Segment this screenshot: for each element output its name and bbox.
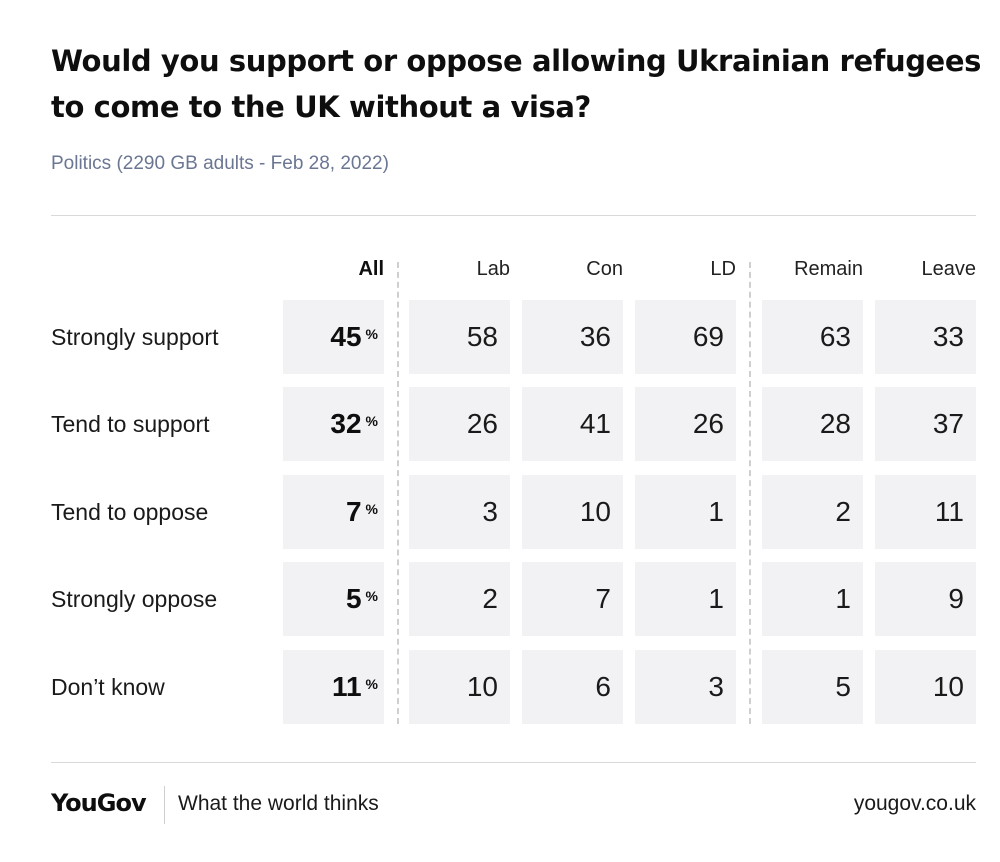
cell-value: 7 bbox=[345, 496, 362, 527]
cell-strongly-support-lab: 58 bbox=[409, 300, 510, 374]
party-brexit-divider bbox=[749, 262, 751, 724]
cell-strongly-oppose-remain: 1 bbox=[762, 562, 863, 636]
cell-strongly-support-all: 45% bbox=[283, 300, 384, 374]
percent-sign: % bbox=[365, 501, 378, 517]
cell-tend-to-oppose-remain: 2 bbox=[762, 475, 863, 549]
cell-don-t-know-leave: 10 bbox=[875, 650, 976, 724]
cell-strongly-oppose-con: 7 bbox=[522, 562, 623, 636]
bottom-divider bbox=[51, 762, 976, 763]
chart-subtitle: Politics (2290 GB adults - Feb 28, 2022) bbox=[51, 153, 389, 174]
cell-strongly-support-con: 36 bbox=[522, 300, 623, 374]
column-header-leave: Leave bbox=[921, 258, 977, 280]
cell-tend-to-oppose-lab: 3 bbox=[409, 475, 510, 549]
column-header-remain: Remain bbox=[794, 258, 863, 280]
row-label-tend-to-oppose: Tend to oppose bbox=[51, 498, 209, 525]
cell-strongly-oppose-leave: 9 bbox=[875, 562, 976, 636]
percent-sign: % bbox=[365, 588, 378, 604]
cell-value: 5 bbox=[345, 583, 362, 614]
cell-tend-to-support-ld: 26 bbox=[635, 387, 736, 461]
cell-strongly-support-leave: 33 bbox=[875, 300, 976, 374]
yougov-logo: YouGov bbox=[51, 789, 147, 817]
cell-tend-to-support-leave: 37 bbox=[875, 387, 976, 461]
cell-don-t-know-con: 6 bbox=[522, 650, 623, 724]
cell-don-t-know-lab: 10 bbox=[409, 650, 510, 724]
cell-tend-to-oppose-ld: 1 bbox=[635, 475, 736, 549]
row-label-strongly-support: Strongly support bbox=[51, 323, 219, 350]
cell-strongly-oppose-ld: 1 bbox=[635, 562, 736, 636]
cell-tend-to-support-remain: 28 bbox=[762, 387, 863, 461]
cell-tend-to-support-lab: 26 bbox=[409, 387, 510, 461]
cell-don-t-know-ld: 3 bbox=[635, 650, 736, 724]
cell-value: 32 bbox=[330, 408, 362, 439]
cell-value: 11 bbox=[331, 671, 362, 702]
cell-value: 45 bbox=[330, 321, 362, 352]
all-column-divider bbox=[397, 262, 399, 724]
cell-don-t-know-all: 11% bbox=[283, 650, 384, 724]
cell-tend-to-oppose-leave: 11 bbox=[875, 475, 976, 549]
cell-don-t-know-remain: 5 bbox=[762, 650, 863, 724]
column-header-ld: LD bbox=[710, 258, 736, 280]
percent-sign: % bbox=[365, 413, 378, 429]
column-header-all: All bbox=[358, 258, 384, 280]
cell-tend-to-oppose-all: 7% bbox=[283, 475, 384, 549]
cell-tend-to-support-con: 41 bbox=[522, 387, 623, 461]
cell-tend-to-support-all: 32% bbox=[283, 387, 384, 461]
cell-strongly-support-remain: 63 bbox=[762, 300, 863, 374]
row-label-don-t-know: Don’t know bbox=[51, 673, 165, 700]
chart-title: Would you support or oppose allowing Ukr… bbox=[51, 44, 981, 124]
footer-tagline: What the world thinks bbox=[178, 792, 379, 815]
percent-sign: % bbox=[365, 676, 378, 692]
footer-site-link[interactable]: yougov.co.uk bbox=[853, 792, 976, 815]
percent-sign: % bbox=[365, 326, 378, 342]
cell-tend-to-oppose-con: 10 bbox=[522, 475, 623, 549]
column-header-lab: Lab bbox=[476, 258, 510, 280]
row-label-tend-to-support: Tend to support bbox=[51, 410, 210, 437]
row-label-strongly-oppose: Strongly oppose bbox=[51, 585, 218, 612]
top-divider bbox=[51, 215, 976, 216]
cell-strongly-oppose-all: 5% bbox=[283, 562, 384, 636]
cell-strongly-support-ld: 69 bbox=[635, 300, 736, 374]
footer-separator bbox=[164, 786, 165, 824]
cell-strongly-oppose-lab: 2 bbox=[409, 562, 510, 636]
column-header-con: Con bbox=[586, 258, 623, 280]
